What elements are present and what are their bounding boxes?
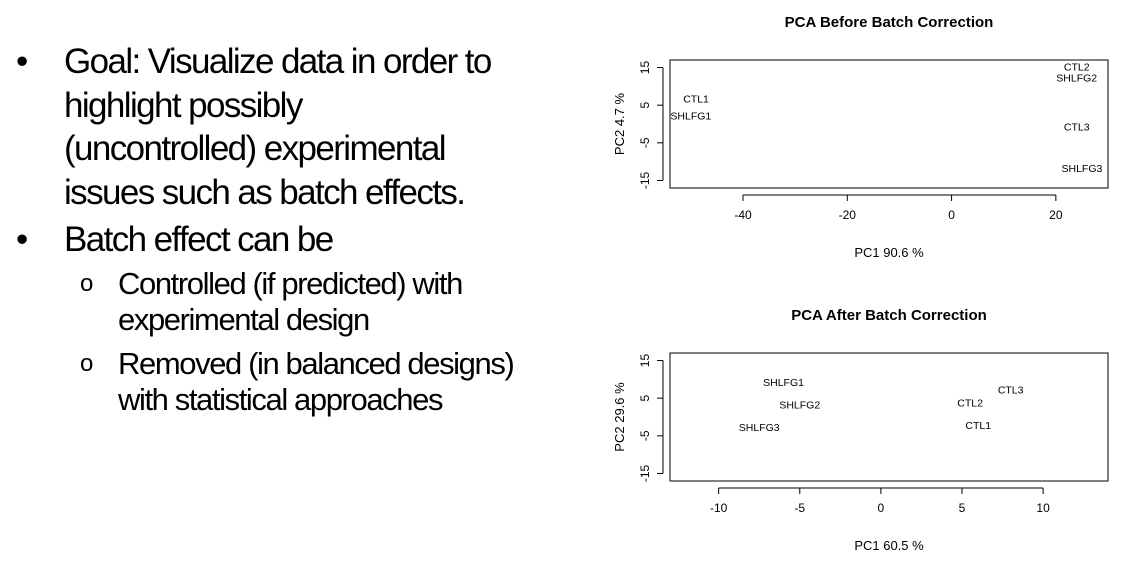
pca-after-chart: PCA After Batch Correction -10 -5 0 5 10 PC1 6… bbox=[612, 307, 1109, 553]
bullet-dot: • bbox=[16, 220, 29, 259]
subbullet-removed: o Removed (in balanced designs) with sta… bbox=[0, 346, 590, 419]
subbullet-line: Removed (in balanced designs) bbox=[118, 345, 515, 381]
y-tick-label: -15 bbox=[638, 171, 652, 189]
point-label: CTL3 bbox=[1064, 122, 1090, 134]
y-axis-label: PC2 4.7 % bbox=[612, 92, 627, 155]
x-tick-label: 0 bbox=[948, 208, 955, 222]
bullet-line: issues such as batch effects. bbox=[64, 172, 466, 212]
sub-bullet-circle: o bbox=[80, 269, 94, 297]
chart-title: PCA Before Batch Correction bbox=[785, 14, 994, 31]
x-tick-label: -20 bbox=[839, 208, 857, 222]
y-tick-label: -5 bbox=[638, 137, 652, 148]
bullet-batch-effect: • Batch effect can be bbox=[0, 218, 590, 262]
bullet-line: (uncontrolled) experimental bbox=[64, 129, 447, 168]
point-label: CTL2 bbox=[1064, 61, 1090, 73]
bullet-line: Batch effect can be bbox=[64, 220, 334, 259]
y-tick-label: -5 bbox=[638, 430, 652, 441]
x-tick-label: 5 bbox=[959, 501, 966, 515]
point-label: CTL2 bbox=[957, 398, 983, 410]
bullet-dot: • bbox=[16, 42, 29, 81]
subbullet-line: with statistical approaches bbox=[118, 382, 443, 417]
point-label: SHLFG2 bbox=[779, 399, 820, 411]
x-axis-label: PC1 90.6 % bbox=[854, 245, 924, 260]
y-axis-label: PC2 29.6 % bbox=[612, 382, 627, 452]
x-tick-label: -40 bbox=[734, 208, 752, 222]
x-tick-label: 0 bbox=[878, 501, 885, 515]
bullet-list: • Goal: Visualize data in order to highl… bbox=[0, 40, 590, 426]
y-tick-label: 5 bbox=[638, 102, 652, 109]
point-label: SHLFG1 bbox=[763, 377, 804, 389]
point-label: CTL1 bbox=[965, 420, 991, 432]
bullet-line: highlight possibly bbox=[64, 85, 303, 125]
y-tick-label: -15 bbox=[638, 464, 652, 482]
y-tick-label: 5 bbox=[638, 395, 652, 402]
y-tick-label: 15 bbox=[638, 354, 652, 368]
plot-frame bbox=[669, 59, 1109, 189]
point-label: SHLFG3 bbox=[1061, 163, 1102, 175]
point-label: SHLFG2 bbox=[1056, 73, 1097, 85]
x-tick-label: -10 bbox=[710, 501, 728, 515]
subbullet-line: experimental design bbox=[118, 302, 370, 337]
x-tick-label: 20 bbox=[1049, 208, 1063, 222]
x-axis-label: PC1 60.5 % bbox=[854, 538, 924, 553]
chart-title: PCA After Batch Correction bbox=[791, 307, 987, 324]
x-tick-label: -5 bbox=[794, 501, 805, 515]
bullet-line: Goal: Visualize data in order to bbox=[64, 42, 492, 81]
point-label: SHLFG1 bbox=[670, 110, 711, 122]
subbullet-line: Controlled (if predicted) with bbox=[118, 265, 463, 301]
pca-before-chart: PCA Before Batch Correction -40 -20 0 20 PC1 … bbox=[612, 14, 1109, 260]
y-tick-label: 15 bbox=[638, 61, 652, 75]
plot-frame bbox=[669, 352, 1109, 482]
sub-bullet-circle: o bbox=[80, 349, 94, 377]
point-label: CTL1 bbox=[683, 93, 709, 105]
point-label: SHLFG3 bbox=[739, 422, 780, 434]
bullet-goal: • Goal: Visualize data in order to highl… bbox=[0, 40, 590, 214]
x-tick-label: 10 bbox=[1036, 501, 1050, 515]
subbullet-controlled: o Controlled (if predicted) with experim… bbox=[0, 266, 590, 339]
point-label: CTL3 bbox=[998, 384, 1024, 396]
